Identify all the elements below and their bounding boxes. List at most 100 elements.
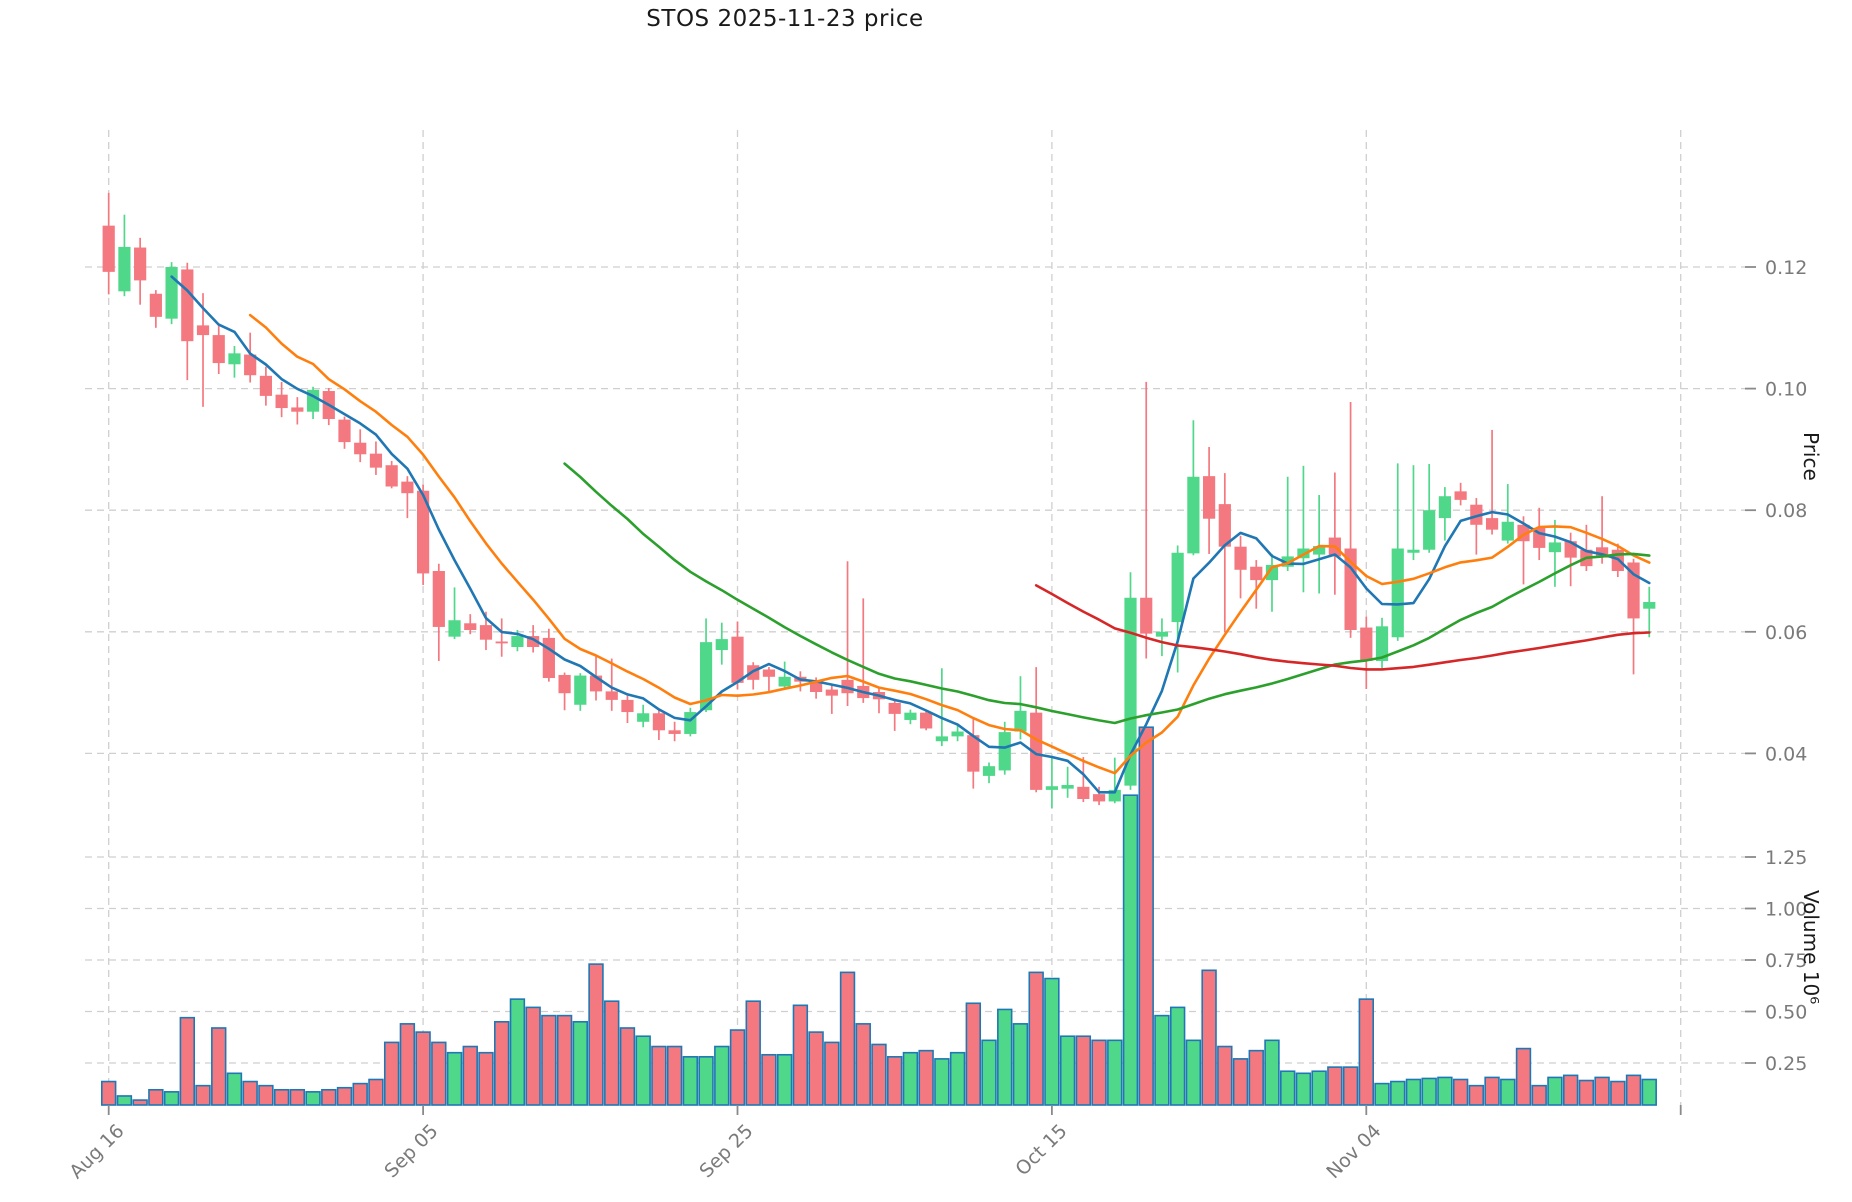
volume-bar: [855, 1023, 871, 1106]
volume-bar: [1012, 1023, 1029, 1106]
volume-bar: [934, 1058, 950, 1106]
volume-bar: [383, 1041, 400, 1106]
volume-bar: [368, 1078, 384, 1106]
volume-bar: [336, 1086, 353, 1106]
candle-body: [354, 442, 367, 455]
candle-body: [338, 419, 351, 443]
price-axis-title: Price: [1799, 432, 1823, 481]
volume-bar: [163, 1091, 180, 1106]
volume-bar: [698, 1056, 714, 1106]
candle-body: [134, 247, 147, 281]
candle-body: [998, 732, 1011, 771]
volume-bar: [1452, 1078, 1469, 1106]
volume-bar: [1610, 1080, 1626, 1106]
candle-body: [1596, 547, 1609, 558]
candle-body: [1171, 552, 1184, 623]
volume-bar: [179, 1016, 195, 1106]
volume-bar: [289, 1088, 306, 1106]
price-tick-label: 0.04: [1765, 743, 1807, 765]
candle-body: [212, 335, 225, 364]
volume-bar: [792, 1004, 809, 1106]
candle-body: [1014, 710, 1027, 732]
volume-bar: [525, 1006, 541, 1106]
candle-body: [920, 712, 933, 729]
candle-body: [1061, 785, 1074, 789]
volume-bar: [226, 1072, 243, 1106]
candle-body: [1092, 794, 1106, 802]
volume-bar: [1044, 977, 1060, 1106]
volume-bar: [1059, 1035, 1076, 1106]
candle-body: [181, 269, 194, 342]
volume-bar: [1169, 1006, 1186, 1106]
candle-body: [432, 571, 445, 627]
volume-bar: [635, 1035, 651, 1106]
candle-body: [1485, 518, 1499, 530]
volume-bar: [1500, 1078, 1516, 1106]
candle-body: [542, 637, 555, 679]
volume-tick-label: 0.75: [1765, 950, 1807, 972]
candle-body: [1360, 627, 1373, 661]
candle-body: [699, 642, 713, 711]
candle-body: [1407, 549, 1420, 553]
volume-bar: [132, 1099, 148, 1106]
volume-tick-label: 0.25: [1765, 1053, 1807, 1075]
volume-bar: [886, 1056, 903, 1106]
volume-bar: [824, 1041, 840, 1106]
candle-body: [1218, 504, 1231, 547]
candle-body: [228, 353, 241, 365]
candle-body: [1234, 546, 1247, 570]
volume-tick-label: 1.25: [1765, 847, 1807, 869]
candle-body: [291, 407, 304, 412]
sma5-line: [170, 275, 1651, 794]
candle-body: [1454, 491, 1467, 500]
candle-body: [259, 375, 272, 396]
volume-bar: [195, 1084, 211, 1106]
candle-body: [385, 465, 398, 487]
sma60-line: [1034, 584, 1651, 671]
volume-bar: [619, 1027, 636, 1106]
candle-body: [1313, 546, 1326, 555]
candle-body: [102, 225, 115, 272]
volume-bar: [556, 1014, 573, 1106]
volume-bar: [1531, 1084, 1547, 1106]
volume-tick-label: 1.00: [1765, 899, 1807, 921]
volume-bar: [148, 1088, 164, 1106]
volume-bar: [839, 971, 856, 1106]
candle-body: [149, 293, 162, 317]
candle-body: [668, 730, 681, 734]
candle-body: [275, 394, 288, 409]
candle-body: [825, 689, 838, 696]
volume-bar: [1280, 1070, 1296, 1106]
volume-bar: [305, 1091, 321, 1106]
candle-body: [762, 669, 776, 677]
volume-bar: [1625, 1074, 1642, 1106]
candle-body: [1155, 631, 1169, 637]
candle-body: [495, 641, 508, 644]
sma10-line: [248, 313, 1651, 775]
candle-body: [1423, 510, 1436, 550]
candle-body: [951, 731, 964, 737]
volume-bar: [242, 1080, 258, 1106]
price-tick-label: 0.06: [1765, 622, 1807, 644]
volume-bar: [478, 1051, 494, 1106]
volume-bar: [808, 1031, 824, 1106]
candle-body: [1548, 542, 1562, 553]
candle-body: [1391, 548, 1404, 638]
candle-body: [715, 639, 728, 651]
volume-bar: [1185, 1039, 1202, 1106]
volume-bar: [1484, 1076, 1500, 1106]
candle-body: [621, 699, 634, 713]
volume-bar: [509, 998, 526, 1106]
candle-body: [244, 354, 257, 376]
candle-body: [1045, 786, 1058, 790]
volume-bar: [1342, 1066, 1359, 1106]
volume-bar: [1515, 1047, 1532, 1106]
volume-bar: [1138, 726, 1154, 1106]
volume-bar: [1201, 969, 1217, 1106]
candle-body: [982, 766, 996, 776]
volume-bar: [1405, 1078, 1422, 1106]
volume-bar: [462, 1045, 478, 1106]
candle-body: [1187, 476, 1200, 554]
volume-bar: [714, 1045, 730, 1106]
volume-bar: [651, 1045, 667, 1106]
